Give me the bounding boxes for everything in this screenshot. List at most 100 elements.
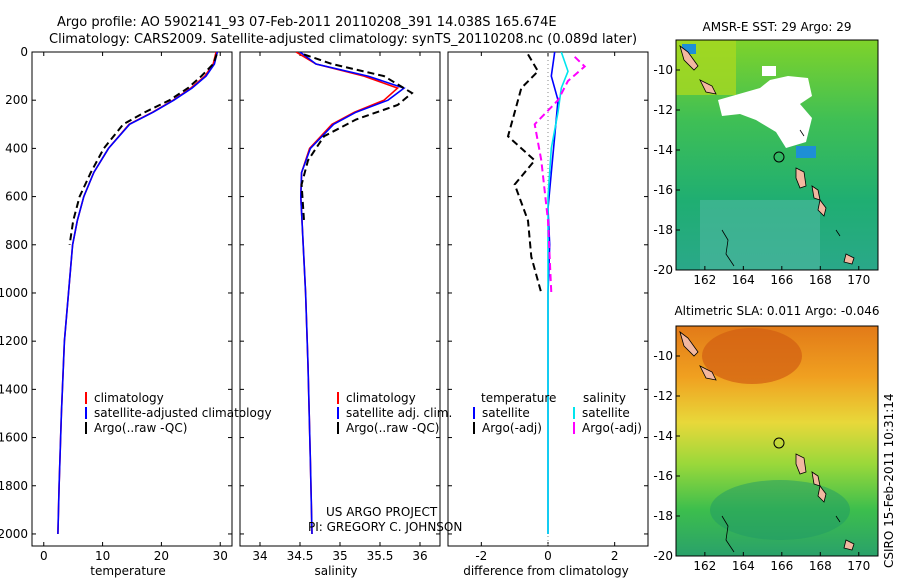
map-x-tick-label: 166 [770,559,793,573]
x-tick-label: 35 [332,549,347,563]
sst-cool-patch [700,200,820,270]
difference-legend: temperature salinity satellite Argo(-adj… [473,391,642,435]
x-tick-label: 0 [544,549,552,563]
legend-label-temp-argo: Argo(-adj) [482,421,542,435]
legend-label-satellite: satellite-adjusted climatology [94,406,272,420]
y-tick-label: 600 [5,190,28,204]
sla-map-frame [675,325,879,557]
series-line-climatology [57,52,217,535]
temperature-legend: climatology satellite-adjusted climatolo… [85,391,272,435]
map-y-tick-label: -14 [653,429,673,443]
map-y-tick-label: -18 [653,509,673,523]
x-tick-label: 35.5 [367,549,394,563]
temperature-axes [31,51,233,547]
temperature-profile-series [57,52,219,535]
x-tick-label: 34.5 [287,549,314,563]
y-tick-label: 1600 [0,431,28,445]
map-x-tick-label: 170 [847,273,870,287]
sla-low-patch [710,480,850,540]
salinity-axes [239,51,441,547]
sla-high-core [702,328,802,384]
x-tick-label: -2 [475,549,487,563]
x-tick-label: 30 [213,549,228,563]
sla-islands [679,330,855,551]
legend-label-temp-satellite: satellite [482,406,530,420]
x-tick-label: 34 [252,549,267,563]
creation-stamp: CSIRO 15-Feb-2011 10:31:14 [882,393,896,568]
legend-title-salinity: salinity [583,391,626,405]
legend-label-argo: Argo(..raw -QC) [94,421,187,435]
series-line-temperature-argo-adj- [506,53,543,294]
sst-cloud-mask-small [762,66,776,76]
sst-cold-pixels [682,44,816,158]
x-tick-label: 20 [154,549,169,563]
map-x-tick-label: 168 [809,273,832,287]
map-y-tick-label: -20 [653,263,673,277]
sla-coast-outline [721,515,841,553]
legend-label-satellite: satellite adj. clim. [346,406,452,420]
series-line-satellite-adj-clim- [299,52,406,535]
legend-label-sal-argo: Argo(-adj) [582,421,642,435]
map-x-tick-label: 164 [732,273,755,287]
map-y-tick-label: -20 [653,549,673,563]
map-x-tick-label: 162 [693,559,716,573]
x-tick-label: 10 [95,549,110,563]
sst-coast-outline [721,129,841,267]
map-y-tick-label: -10 [653,349,673,363]
y-tick-label: 2000 [0,527,28,541]
salinity-xlabel: salinity [314,564,357,578]
map-x-tick-label: 162 [693,273,716,287]
map-x-tick-label: 170 [847,559,870,573]
map-y-tick-label: -18 [653,223,673,237]
series-line-salinity-argo-adj- [533,56,587,294]
x-tick-label: 2 [611,549,619,563]
legend-label-argo: Argo(..raw -QC) [346,421,439,435]
temperature-xlabel: temperature [90,564,165,578]
map-x-tick-label: 168 [809,559,832,573]
map-x-tick-label: 164 [732,559,755,573]
series-line-argo-raw-qc- [300,53,414,221]
y-tick-label: 1800 [0,479,28,493]
sla-argo-marker [773,437,785,449]
figure-title-line2: Climatology: CARS2009. Satellite-adjuste… [49,32,637,47]
map-y-tick-label: -10 [653,63,673,77]
legend-label-climatology: climatology [94,391,164,405]
series-line-salinity-satellite [547,52,569,534]
difference-xlabel: difference from climatology [463,564,629,578]
map-y-tick-label: -16 [653,469,673,483]
map-x-tick-label: 166 [770,273,793,287]
y-tick-label: 1000 [0,286,28,300]
x-tick-label: 36 [412,549,427,563]
y-tick-label: 0 [20,45,28,59]
sst-argo-marker [773,151,785,163]
legend-label-climatology: climatology [346,391,416,405]
sst-map-frame [675,39,879,271]
y-tick-label: 800 [5,238,28,252]
legend-label-sal-satellite: satellite [582,406,630,420]
y-tick-label: 400 [5,141,28,155]
project-credit-line1: US ARGO PROJECT [326,505,438,519]
y-tick-label: 200 [5,93,28,107]
map-y-tick-label: -14 [653,143,673,157]
project-credit-line2: PI: GREGORY C. JOHNSON [308,520,462,534]
sla-map-title: Altimetric SLA: 0.011 Argo: -0.046 [674,304,879,318]
difference-profile-series [506,52,587,534]
figure-title-line1: Argo profile: AO 5902141_93 07-Feb-2011 … [57,15,557,30]
y-tick-label: 1200 [0,334,28,348]
sst-map: AMSR-E SST: 29 Argo: 29 162 164 166 168 170 -… [653,20,879,287]
series-line-argo-raw-qc- [68,54,218,245]
legend-title-temperature: temperature [481,391,556,405]
y-tick-label: 1400 [0,382,28,396]
series-line-satellite-adjusted-climatology [57,52,219,535]
x-tick-label: 0 [40,549,48,563]
map-y-tick-label: -12 [653,103,673,117]
sla-map: Altimetric SLA: 0.011 Argo: -0.046 162 16… [653,304,879,573]
map-y-tick-label: -12 [653,389,673,403]
salinity-legend: climatology satellite adj. clim. Argo(..… [337,391,452,435]
sst-cloud-mask [718,76,812,148]
sst-islands [679,44,855,265]
salinity-profile-series [295,52,414,535]
map-y-tick-label: -16 [653,183,673,197]
sst-map-title: AMSR-E SST: 29 Argo: 29 [703,20,852,34]
